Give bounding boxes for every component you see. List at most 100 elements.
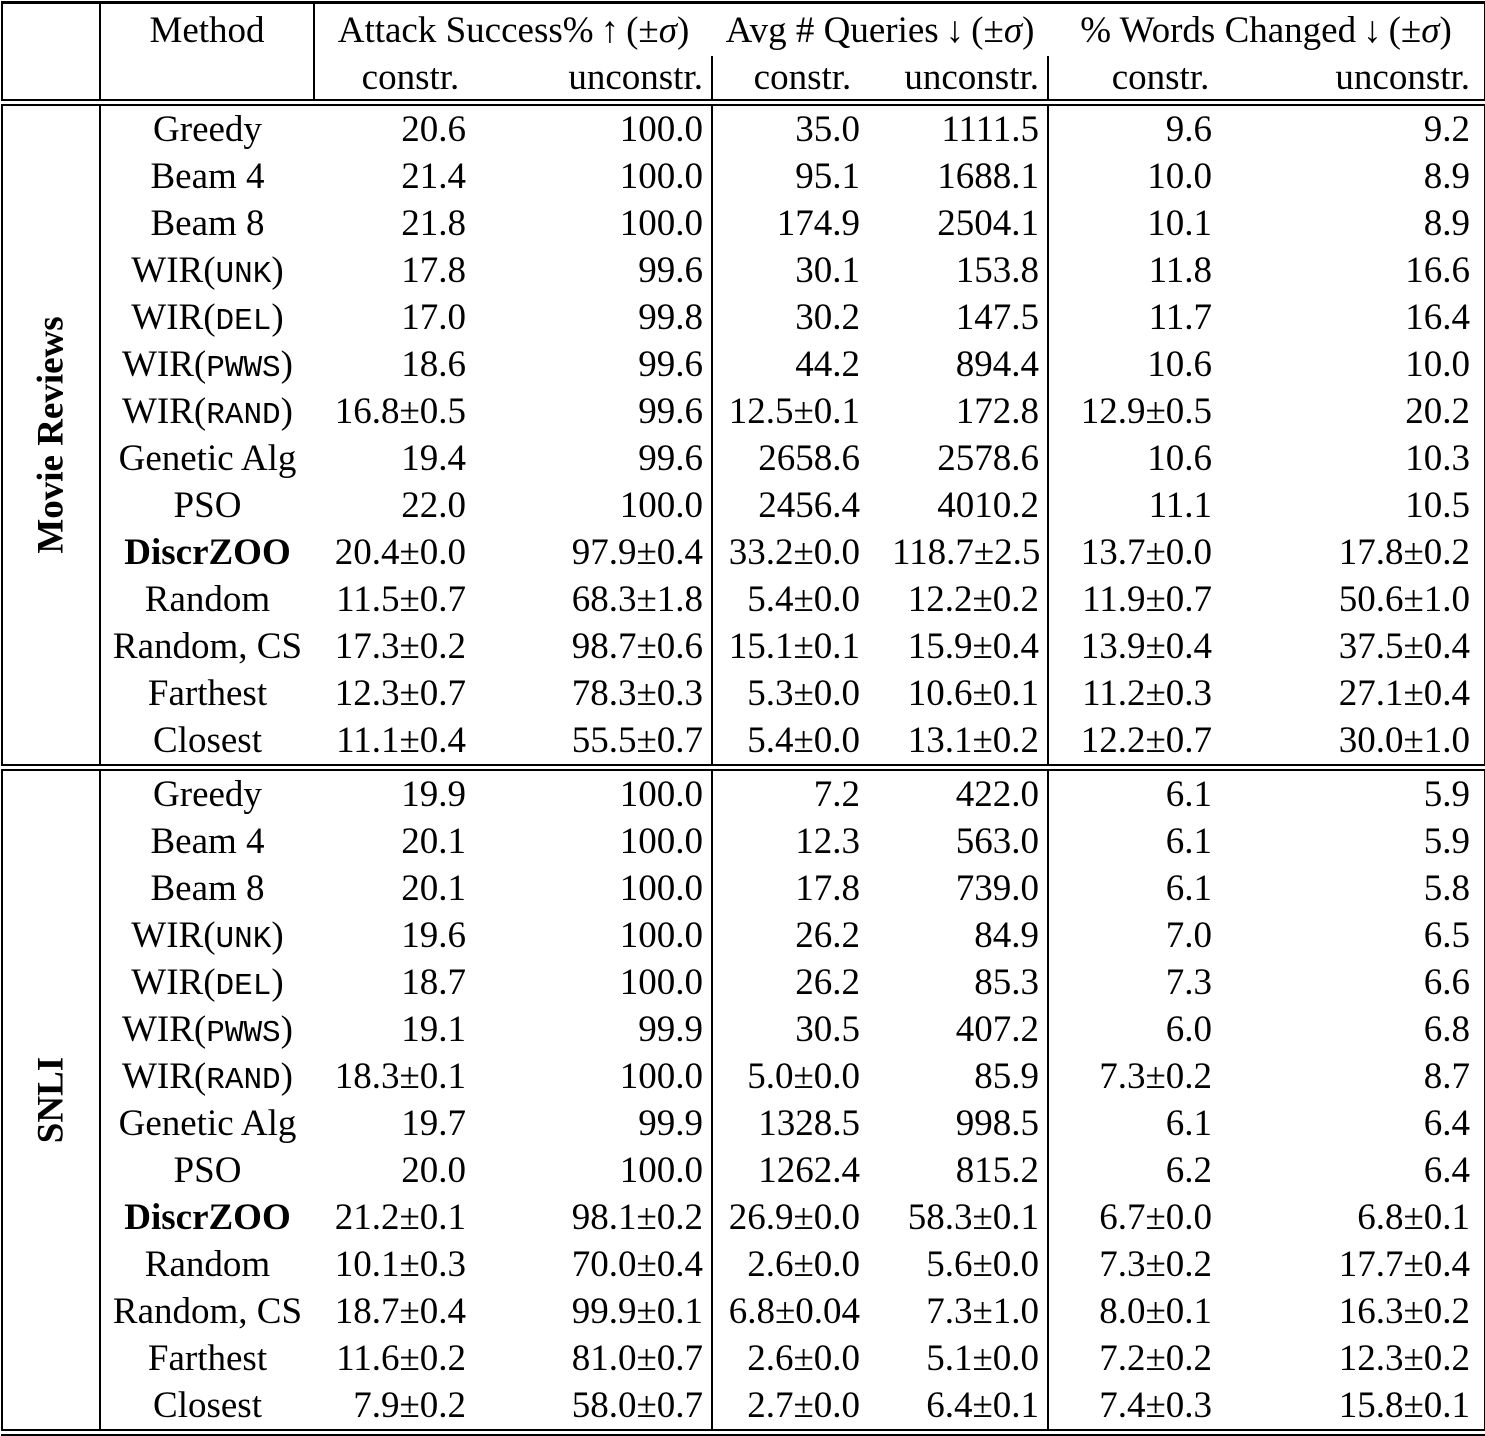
method-name-mono: DEL xyxy=(215,304,272,339)
value-cell: 55.5±0.7 xyxy=(506,717,712,771)
value-cell: 16.4 xyxy=(1405,297,1471,338)
value-cell: 12.5±0.1 xyxy=(711,388,892,435)
method-cell: Genetic Alg xyxy=(100,1100,314,1147)
table-header: Method Attack Success% ↑ (±σ) Avg # Querie… xyxy=(2,2,1485,106)
method-name: WIR( xyxy=(131,962,216,1003)
value-cell: 2.6±0.0 xyxy=(711,1335,892,1382)
value-cell: 6.4 xyxy=(1423,1103,1471,1144)
value-cell: 68.3±1.8 xyxy=(571,579,703,620)
value-cell: 100.0 xyxy=(619,203,703,244)
words-unconstr-header: unconstr. xyxy=(1272,56,1485,106)
dataset-column-spacer xyxy=(2,2,101,106)
value-cell: 11.1±0.4 xyxy=(314,717,506,771)
method-cell: Closest xyxy=(100,1382,314,1433)
value-cell: 6.1 xyxy=(1047,1100,1273,1147)
value-cell: 13.7±0.0 xyxy=(1047,529,1273,576)
value-cell: 2658.6 xyxy=(711,435,892,482)
value-cell: 10.1 xyxy=(1047,200,1273,247)
table-row: Genetic Alg 19.4 99.6 2658.6 2578.6 10.6 10.3 xyxy=(2,435,1485,482)
attack-constr-header: constr. xyxy=(313,56,506,106)
value-cell: 19.4 xyxy=(401,438,466,479)
value-cell: 6.4 xyxy=(1423,1150,1471,1191)
value-cell: 7.3±1.0 xyxy=(926,1291,1040,1332)
method-name-mono: PWWS xyxy=(206,351,281,386)
value-cell: 16.8±0.5 xyxy=(334,391,466,432)
value-cell: 99.6 xyxy=(638,250,703,291)
value-cell: 99.6 xyxy=(638,438,703,479)
value-cell: 58.0±0.7 xyxy=(571,1385,703,1426)
method-cell: WIR(UNK) xyxy=(100,912,314,959)
value-cell: 30.1 xyxy=(711,247,892,294)
method-name-mono: DEL xyxy=(215,969,272,1004)
value-cell: 10.6±0.1 xyxy=(907,673,1040,714)
method-cell: WIR(DEL) xyxy=(100,959,314,1006)
value-cell: 21.2±0.1 xyxy=(334,1197,466,1238)
method-name: Greedy xyxy=(153,774,262,815)
value-cell: 35.0 xyxy=(711,102,892,153)
value-cell: 5.3±0.0 xyxy=(711,670,892,717)
value-cell: 998.5 xyxy=(955,1103,1040,1144)
value-cell: 98.7±0.6 xyxy=(571,626,703,667)
table-body: Movie Reviews Greedy 20.6 100.0 35.0 1111.5 9.… xyxy=(2,102,1485,1433)
value-cell: 99.9±0.1 xyxy=(571,1291,703,1332)
method-name: ) xyxy=(271,297,284,338)
table-row: DiscrZOO 20.4±0.0 97.9±0.4 33.2±0.0 118.7±2.… xyxy=(2,529,1485,576)
method-name: ) xyxy=(280,344,293,385)
value-cell: 5.8 xyxy=(1423,868,1471,909)
value-cell: 99.6 xyxy=(638,344,703,385)
method-cell: PSO xyxy=(100,482,314,529)
value-cell: 100.0 xyxy=(619,485,703,526)
method-name: Greedy xyxy=(153,109,262,150)
method-cell: WIR(DEL) xyxy=(100,294,314,341)
paren-close: ) xyxy=(1022,9,1035,51)
value-cell: 78.3±0.3 xyxy=(571,673,703,714)
method-name: Genetic Alg xyxy=(118,1103,297,1144)
value-cell: 100.0 xyxy=(619,915,703,956)
value-cell: 10.6 xyxy=(1047,341,1273,388)
value-cell: 16.3±0.2 xyxy=(1338,1291,1471,1332)
value-cell: 12.2±0.2 xyxy=(907,579,1040,620)
value-cell: 81.0±0.7 xyxy=(571,1338,703,1379)
value-cell: 16.6 xyxy=(1405,250,1471,291)
value-cell: 4010.2 xyxy=(937,485,1040,526)
value-cell: 118.7±2.5 xyxy=(892,532,1041,573)
value-cell: 11.1 xyxy=(1047,482,1273,529)
method-name: Beam 8 xyxy=(150,203,265,244)
value-cell: 17.3±0.2 xyxy=(334,626,466,667)
value-cell: 7.3±0.2 xyxy=(1047,1053,1273,1100)
header-spacer xyxy=(100,56,314,106)
value-cell: 10.0 xyxy=(1047,153,1273,200)
method-cell: Genetic Alg xyxy=(100,435,314,482)
value-cell: 9.6 xyxy=(1047,102,1273,153)
value-cell: 100.0 xyxy=(619,109,703,150)
table-row: Random 11.5±0.7 68.3±1.8 5.4±0.0 12.2±0.2 11.… xyxy=(2,576,1485,623)
method-name: Random xyxy=(144,1244,271,1285)
value-cell: 2578.6 xyxy=(937,438,1040,479)
sigma-symbol: σ xyxy=(658,9,677,51)
value-cell: 8.7 xyxy=(1423,1056,1471,1097)
value-cell: 2504.1 xyxy=(937,203,1040,244)
value-cell: 10.6 xyxy=(1047,435,1273,482)
value-cell: 27.1±0.4 xyxy=(1338,673,1471,714)
method-name: Random, CS xyxy=(112,1291,303,1332)
value-cell: 12.3 xyxy=(711,818,892,865)
method-cell: Random xyxy=(100,1241,314,1288)
method-cell: DiscrZOO xyxy=(100,1194,314,1241)
value-cell: 422.0 xyxy=(955,774,1040,815)
value-cell: 7.3±0.2 xyxy=(1047,1241,1273,1288)
value-cell: 5.1±0.0 xyxy=(926,1338,1040,1379)
value-cell: 100.0 xyxy=(619,962,703,1003)
plus-minus-open: (± xyxy=(971,9,1004,51)
sigma-symbol: σ xyxy=(1003,9,1023,51)
value-cell: 30.2 xyxy=(711,294,892,341)
paren-close: ) xyxy=(1439,9,1452,51)
value-cell: 11.2±0.3 xyxy=(1047,670,1273,717)
method-name-mono: RAND xyxy=(206,1063,281,1098)
value-cell: 19.7 xyxy=(401,1103,466,1144)
method-cell: Farthest xyxy=(100,670,314,717)
value-cell: 563.0 xyxy=(955,821,1040,862)
method-name: WIR( xyxy=(122,391,207,432)
value-cell: 10.3 xyxy=(1405,438,1471,479)
table-row: Beam 4 20.1 100.0 12.3 563.0 6.1 5.9 xyxy=(2,818,1485,865)
value-cell: 407.2 xyxy=(955,1009,1040,1050)
